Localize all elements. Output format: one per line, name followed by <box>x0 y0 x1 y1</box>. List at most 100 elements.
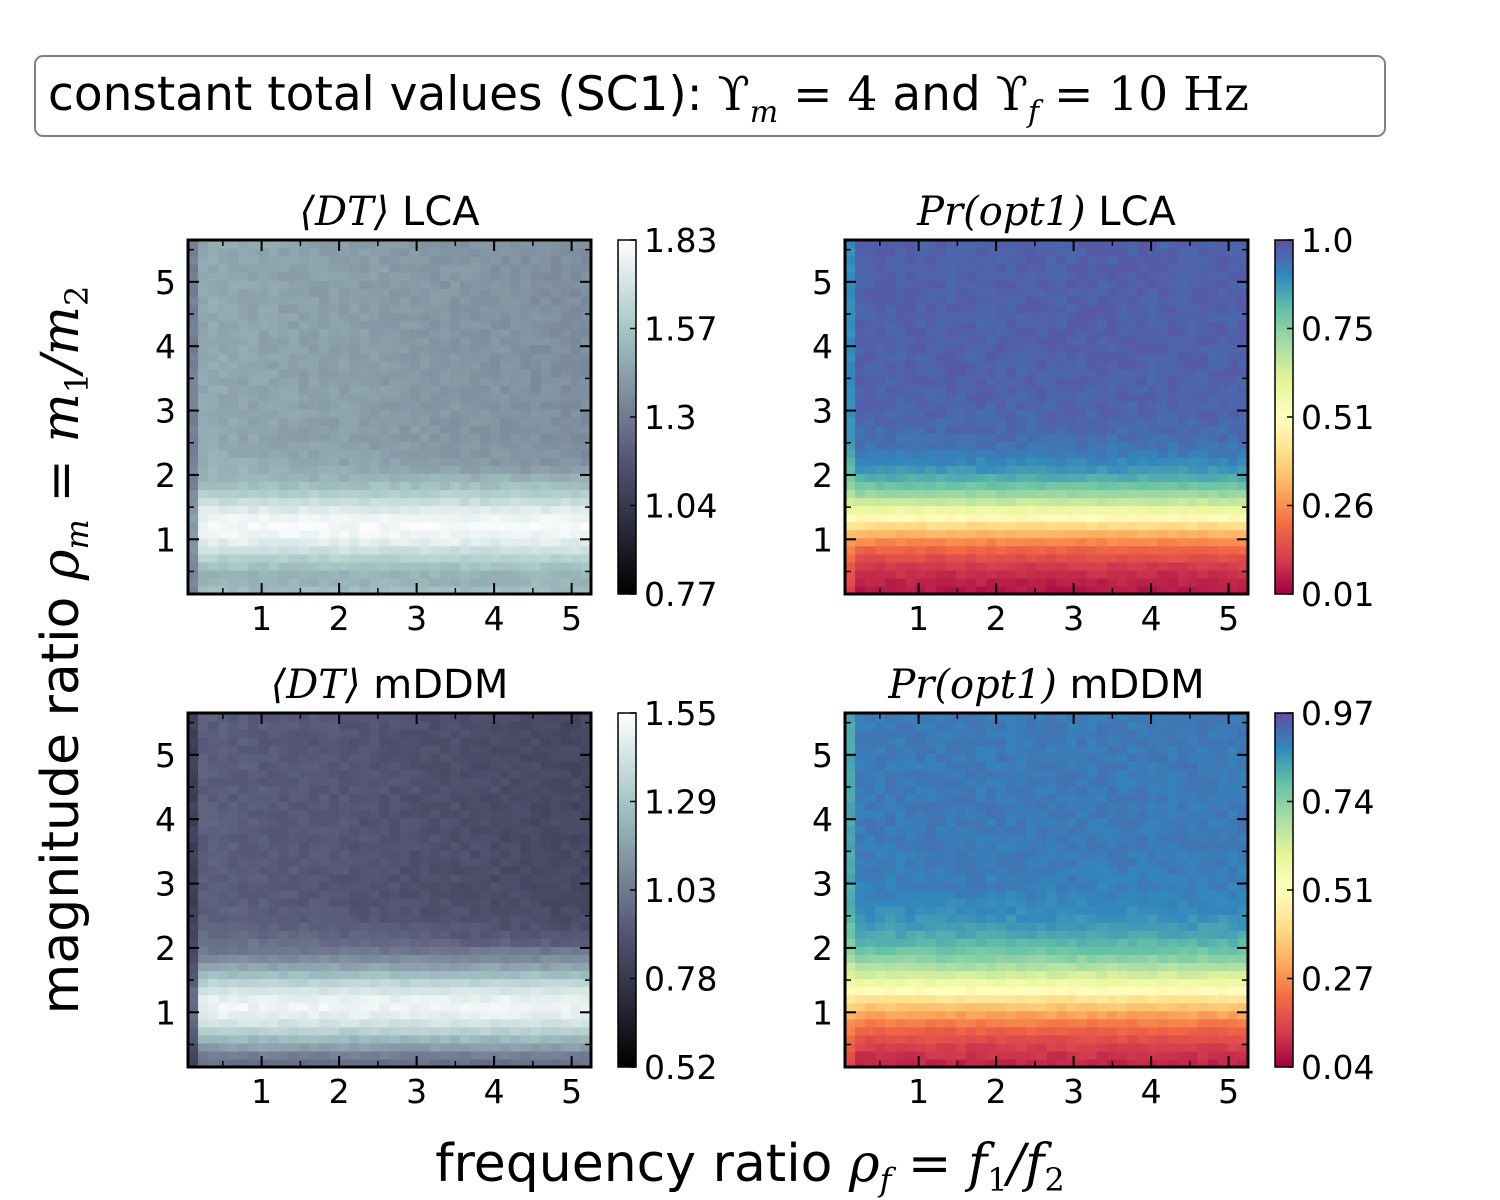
heatmap-cell <box>258 376 270 386</box>
heatmap-cell <box>288 753 300 762</box>
heatmap-cell <box>409 745 421 754</box>
heatmap-cell <box>389 1026 401 1036</box>
heatmap-cell <box>278 1010 290 1020</box>
heatmap-cell <box>1167 408 1179 418</box>
heatmap-cell <box>530 384 542 394</box>
heatmap-cell <box>460 505 471 515</box>
heatmap-cell <box>560 384 572 394</box>
heatmap-cell <box>399 352 411 362</box>
heatmap-cell <box>975 384 987 394</box>
heatmap-cell <box>1177 280 1189 289</box>
heatmap-cell <box>198 793 209 803</box>
heatmap-cell <box>208 585 219 595</box>
heatmap-cell <box>895 577 907 587</box>
heatmap-cell <box>1197 569 1209 579</box>
heatmap-cell <box>580 505 592 515</box>
heatmap-cell <box>1076 481 1088 491</box>
heatmap-cell <box>298 561 310 571</box>
heatmap-cell <box>955 368 967 378</box>
heatmap-cell <box>248 849 260 859</box>
heatmap-cell <box>1157 553 1168 563</box>
heatmap-cell <box>349 441 360 450</box>
heatmap-cell <box>865 465 876 474</box>
heatmap-cell <box>298 384 310 394</box>
heatmap-cell <box>540 489 552 499</box>
heatmap-cell <box>905 417 917 426</box>
heatmap-cell <box>308 360 320 370</box>
heatmap-cell <box>560 505 572 515</box>
heatmap-cell <box>409 729 421 738</box>
heatmap-cell <box>560 561 572 571</box>
heatmap-cell <box>1046 553 1058 563</box>
heatmap-cell <box>945 280 957 289</box>
heatmap-cell <box>855 264 866 273</box>
heatmap-cell <box>349 240 360 249</box>
heatmap-cell <box>329 1018 340 1028</box>
heatmap-cell <box>369 585 381 595</box>
heatmap-cell <box>218 288 229 297</box>
heatmap-cell <box>329 1034 340 1044</box>
heatmap-cell <box>399 449 411 458</box>
heatmap-cell <box>945 449 957 458</box>
heatmap-cell <box>1117 400 1128 410</box>
heatmap-cell <box>329 304 340 314</box>
heatmap-cell <box>1177 529 1189 539</box>
heatmap-cell <box>480 408 491 418</box>
heatmap-cell <box>419 745 431 754</box>
heatmap-cell <box>228 465 239 474</box>
heatmap-cell <box>975 280 987 289</box>
heatmap-cell <box>1056 312 1068 322</box>
heatmap-cell <box>1177 473 1189 482</box>
heatmap-cell <box>1046 457 1058 466</box>
heatmap-cell <box>318 441 330 450</box>
heatmap-cell <box>1026 320 1038 330</box>
heatmap-cell <box>560 425 572 434</box>
heatmap-cell <box>278 729 290 738</box>
heatmap-cell <box>895 248 907 257</box>
heatmap-cell <box>379 344 391 354</box>
heatmap-cell <box>895 585 907 595</box>
heatmap-cell <box>975 312 987 322</box>
heatmap-cell <box>308 1050 320 1060</box>
heatmap-cell <box>228 256 239 265</box>
heatmap-cell <box>208 312 219 322</box>
heatmap-cell <box>248 881 260 891</box>
heatmap-cell <box>449 761 461 770</box>
heatmap-cell <box>409 537 421 547</box>
heatmap-cell <box>490 360 501 370</box>
heatmap-cell <box>439 352 451 362</box>
heatmap-cell <box>510 304 522 314</box>
heatmap-cell <box>1026 497 1038 507</box>
heatmap-cell <box>349 906 360 915</box>
heatmap-cell <box>1207 425 1219 434</box>
heatmap-cell <box>1036 473 1048 482</box>
heatmap-cell <box>218 817 229 827</box>
heatmap-cell <box>449 425 461 434</box>
heatmap-cell <box>845 513 856 523</box>
heatmap-cell <box>379 569 391 579</box>
heatmap-cell <box>925 344 937 354</box>
heatmap-cell <box>409 753 421 762</box>
heatmap-cell <box>318 256 330 265</box>
heatmap-cell <box>1177 417 1189 426</box>
heatmap-cell <box>268 729 280 738</box>
heatmap-cell <box>308 978 320 988</box>
heatmap-cell <box>1207 561 1219 571</box>
heatmap-cell <box>198 433 209 442</box>
heatmap-cell <box>530 553 542 563</box>
heatmap-cell <box>359 400 370 410</box>
heatmap-cell <box>238 497 250 507</box>
heatmap-cell <box>339 721 350 730</box>
heatmap-cell <box>258 384 270 394</box>
heatmap-cell <box>329 873 340 883</box>
heatmap-cell <box>268 561 280 571</box>
heatmap-cell <box>399 769 411 778</box>
heatmap-cell <box>308 376 320 386</box>
heatmap-cell <box>228 994 239 1004</box>
heatmap-cell <box>399 1010 411 1020</box>
heatmap-cell <box>308 296 320 305</box>
heatmap-cell <box>1086 561 1098 571</box>
heatmap-cell <box>1106 336 1118 346</box>
heatmap-cell <box>439 769 451 778</box>
heatmap-cell <box>480 489 491 499</box>
